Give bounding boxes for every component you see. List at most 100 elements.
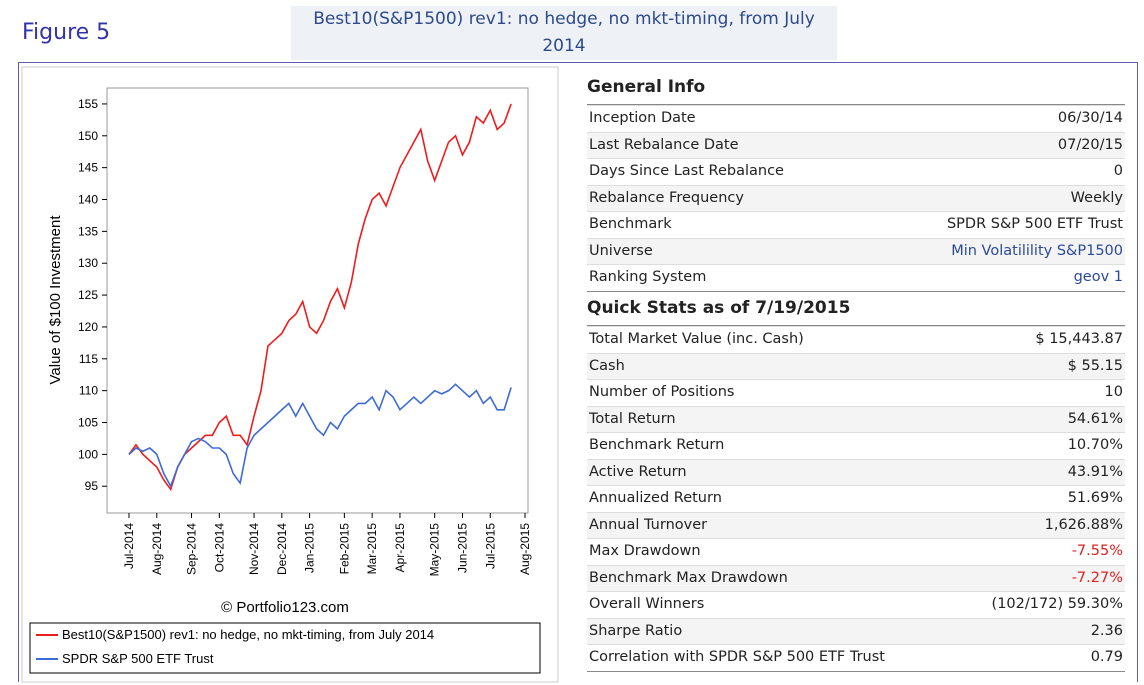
y-tick-label: 120 — [78, 320, 98, 334]
legend-label: Best10(S&P1500) rev1: no hedge, no mkt-t… — [62, 627, 434, 642]
y-tick-label: 135 — [78, 224, 98, 238]
value: SPDR S&P 500 ETF Trust — [946, 216, 1123, 232]
value: 43.91% — [1067, 463, 1123, 480]
row: Ranking System geov 1 — [587, 264, 1125, 291]
value: $ 15,443.87 — [1035, 331, 1123, 347]
label: Rebalance Frequency — [589, 189, 744, 206]
row: Inception Date 06/30/14 — [587, 105, 1125, 132]
label: Annualized Return — [589, 490, 722, 506]
y-tick-label: 150 — [78, 129, 98, 143]
value: 0.79 — [1090, 649, 1123, 665]
value: 2.36 — [1090, 622, 1123, 639]
x-tick-label: Oct-2014 — [212, 523, 226, 573]
label: Sharpe Ratio — [589, 622, 683, 639]
quick-stats: Quick Stats as of 7/19/2015 Total Market… — [587, 291, 1125, 672]
legend — [29, 622, 541, 674]
legend-label: SPDR S&P 500 ETF Trust — [62, 651, 214, 666]
series-line — [128, 103, 512, 492]
rows: Total Market Value (inc. Cash) $ 15,443.8… — [587, 326, 1125, 672]
y-tick-label: 115 — [79, 352, 98, 366]
y-tick-label: 100 — [78, 447, 98, 461]
label: Annual Turnover — [589, 516, 708, 533]
y-tick-label: 125 — [78, 288, 98, 302]
row: Days Since Last Rebalance 0 — [587, 158, 1125, 185]
value: 54.61% — [1067, 410, 1123, 427]
y-tick-label: 95 — [85, 479, 99, 493]
section-title: Quick Stats as of 7/19/2015 — [587, 291, 1125, 326]
x-tick-label: Apr-2015 — [393, 523, 407, 573]
label: Max Drawdown — [589, 543, 701, 559]
row: Overall Winners (102/172) 59.30% — [587, 591, 1125, 618]
label: Number of Positions — [589, 384, 735, 400]
row: Last Rebalance Date 07/20/15 — [587, 131, 1125, 158]
x-tick-label: Aug-2015 — [518, 523, 532, 575]
row: Benchmark SPDR S&P 500 ETF Trust — [587, 211, 1125, 238]
label: Last Rebalance Date — [589, 136, 739, 153]
x-tick-label: Nov-2014 — [247, 523, 261, 575]
row: Total Market Value (inc. Cash) $ 15,443.8… — [587, 326, 1125, 353]
value: (102/172) 59.30% — [991, 596, 1123, 612]
value[interactable]: geov 1 — [1073, 269, 1123, 285]
x-tick-label: Sep-2014 — [185, 523, 199, 575]
copyright: © Portfolio123.com — [221, 599, 349, 616]
label: Inception Date — [589, 110, 696, 126]
row: Sharpe Ratio 2.36 — [587, 617, 1125, 644]
value: $ 55.15 — [1067, 357, 1123, 374]
y-tick-label: 145 — [78, 161, 98, 175]
label: Cash — [589, 357, 625, 374]
label: Active Return — [589, 463, 687, 480]
x-tick-label: Jan-2015 — [303, 523, 317, 573]
row: Rebalance Frequency Weekly — [587, 184, 1125, 211]
value: 10 — [1104, 384, 1123, 400]
value: 0 — [1113, 163, 1123, 179]
x-tick-label: Mar-2015 — [365, 523, 379, 575]
row: Active Return 43.91% — [587, 458, 1125, 485]
label: Correlation with SPDR S&P 500 ETF Trust — [589, 649, 885, 665]
value: 51.69% — [1067, 490, 1123, 506]
x-tick-label: May-2015 — [428, 523, 442, 577]
value: -7.27% — [1071, 569, 1123, 586]
row: Cash $ 55.15 — [587, 352, 1125, 379]
general-info: General Info Inception Date 06/30/14 Last … — [587, 70, 1125, 292]
label: Benchmark Max Drawdown — [589, 569, 788, 586]
value: 1,626.88% — [1044, 516, 1123, 533]
label: Ranking System — [589, 269, 707, 285]
x-tick-label: Feb-2015 — [337, 523, 351, 575]
rows: Inception Date 06/30/14 Last Rebalance Dat… — [587, 105, 1125, 292]
figure-label: Figure 5 — [22, 20, 111, 45]
y-axis-label: Value of $100 Investment — [47, 215, 64, 385]
frame — [18, 62, 1138, 682]
label: Benchmark — [589, 216, 672, 232]
label: Total Return — [589, 410, 676, 427]
y-tick-label: 105 — [78, 416, 98, 430]
y-tick-label: 110 — [79, 384, 98, 398]
x-tick-label: Aug-2014 — [150, 523, 164, 575]
row: Benchmark Max Drawdown -7.27% — [587, 564, 1125, 591]
row: Benchmark Return 10.70% — [587, 432, 1125, 459]
x-tick-label: Jul-2014 — [122, 523, 136, 569]
value: 07/20/15 — [1057, 136, 1123, 153]
x-tick-label: Dec-2014 — [275, 523, 289, 575]
header-title: Best10(S&P1500) rev1: no hedge, no mkt-t… — [291, 6, 837, 60]
label: Overall Winners — [589, 596, 705, 612]
value[interactable]: Min Volatilility S&P1500 — [951, 242, 1123, 259]
y-tick-label: 155 — [78, 97, 98, 111]
section-title: General Info — [587, 70, 1125, 105]
row: Annualized Return 51.69% — [587, 485, 1125, 512]
row: Correlation with SPDR S&P 500 ETF Trust 0… — [587, 644, 1125, 671]
row: Total Return 54.61% — [587, 405, 1125, 432]
chart: Value of $100 Investment © Portfolio123.… — [21, 66, 559, 683]
x-tick-label: Jun-2015 — [455, 523, 469, 573]
y-tick-label: 140 — [78, 193, 98, 207]
value: 06/30/14 — [1057, 110, 1123, 126]
value: Weekly — [1070, 189, 1123, 206]
series-line — [128, 383, 512, 489]
row: Universe Min Volatilility S&P1500 — [587, 237, 1125, 264]
row: Number of Positions 10 — [587, 379, 1125, 406]
label: Universe — [589, 242, 653, 259]
value: 10.70% — [1067, 437, 1123, 453]
x-tick-label: Jul-2015 — [483, 523, 497, 569]
label: Total Market Value (inc. Cash) — [589, 331, 804, 347]
label: Days Since Last Rebalance — [589, 163, 784, 179]
